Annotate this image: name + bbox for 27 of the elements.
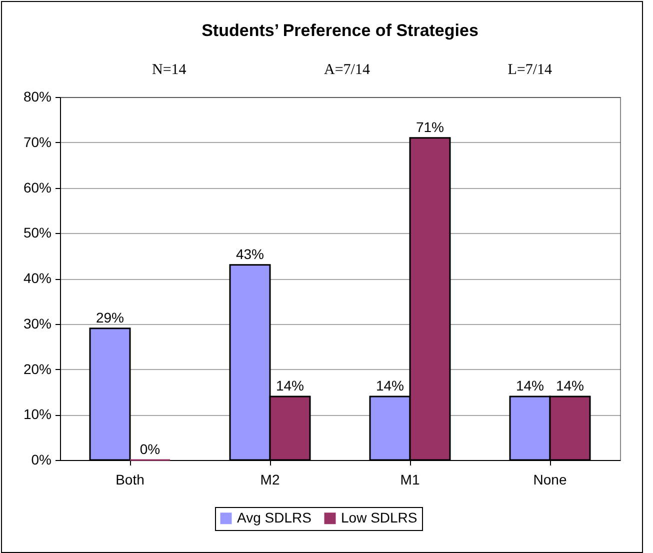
y-tick-label: 40%: [23, 270, 52, 286]
legend-label: Low SDLRS: [341, 509, 418, 526]
x-tick-label: M2: [260, 472, 280, 488]
y-tick-label: 80%: [23, 88, 52, 104]
data-label: 43%: [236, 246, 264, 262]
x-tick-label: None: [533, 472, 567, 488]
y-tick-label: 10%: [23, 406, 52, 422]
y-tick-label: 70%: [23, 134, 52, 150]
data-label: 14%: [556, 377, 584, 394]
y-tick-label: 0%: [31, 452, 52, 468]
data-label: 0%: [140, 441, 160, 457]
text: A=7/14: [324, 62, 370, 79]
y-tick-label: 30%: [23, 315, 52, 332]
legend-label: Avg SDLRS: [237, 509, 312, 526]
data-label: 14%: [376, 377, 404, 394]
data-label: 14%: [276, 377, 304, 394]
text: N=14: [152, 62, 186, 79]
text: L=7/14: [508, 62, 552, 79]
x-tick-label: Both: [116, 472, 144, 488]
y-tick-label: 20%: [23, 360, 52, 377]
chart-title: Students’ Preference of Strategies: [202, 21, 478, 40]
y-tick-label: 60%: [23, 179, 52, 196]
x-tick-label: M1: [400, 472, 420, 488]
data-label: 29%: [96, 309, 124, 326]
data-label: 71%: [416, 118, 444, 135]
y-tick-label: 50%: [23, 224, 52, 241]
data-label: 14%: [516, 377, 544, 394]
